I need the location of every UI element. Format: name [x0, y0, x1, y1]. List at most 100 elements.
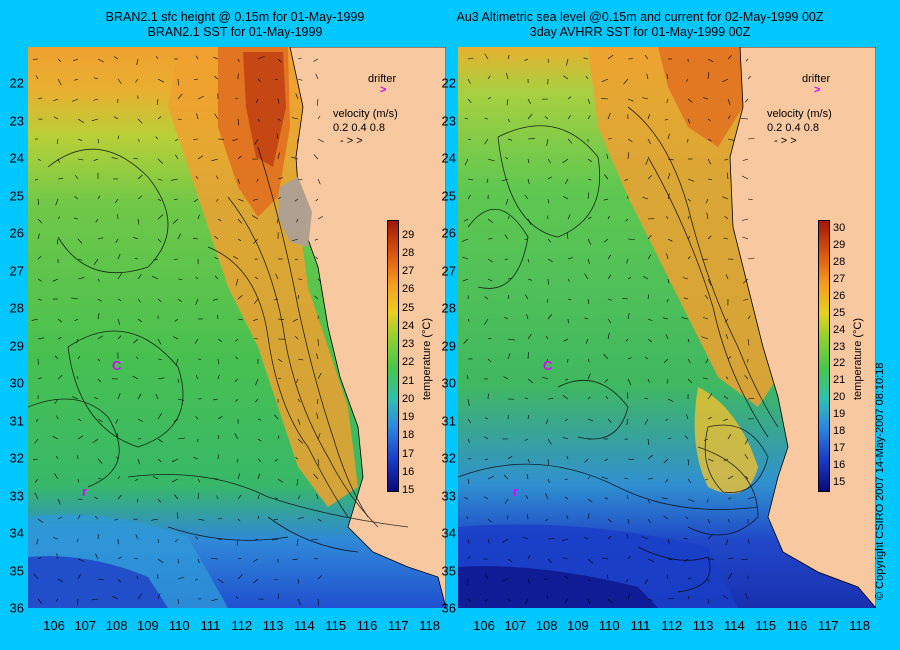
velocity-vector	[526, 314, 529, 320]
velocity-vector	[136, 575, 139, 580]
velocity-vector	[197, 493, 200, 500]
velocity-vector	[177, 512, 179, 520]
velocity-vector	[703, 317, 709, 320]
velocity-vector	[666, 253, 669, 260]
velocity-vector	[606, 574, 609, 580]
velocity-vector	[195, 416, 199, 420]
velocity-vector	[724, 318, 729, 323]
velocity-vector	[57, 374, 63, 380]
longitude-label: 109	[137, 618, 159, 633]
colorbar-tick: 24	[833, 323, 846, 336]
colorbar-tick: 19	[833, 408, 846, 421]
velocity-vector	[507, 598, 511, 602]
velocity-vector	[313, 473, 319, 480]
velocity-vector	[647, 318, 653, 321]
colorbar-tick: 22	[833, 357, 846, 370]
velocity-vector	[177, 576, 185, 580]
colorbar-tick: 27	[833, 273, 846, 286]
velocity-vector	[254, 276, 259, 280]
velocity-vector	[277, 478, 283, 483]
colorbar-tick: 29	[402, 228, 415, 241]
velocity-vector	[34, 178, 39, 181]
velocity-vector	[564, 496, 569, 500]
velocity-vector	[687, 198, 692, 202]
velocity-vector	[37, 377, 43, 380]
velocity-vector	[297, 516, 304, 520]
velocity-vector	[171, 178, 179, 181]
velocity-vector	[137, 298, 141, 303]
velocity-vector	[236, 538, 239, 546]
velocity-vector	[195, 175, 199, 180]
velocity-vector	[157, 238, 162, 243]
velocity-vector	[97, 458, 103, 464]
latitude-label: 24	[9, 150, 24, 166]
velocity-vector	[587, 512, 590, 520]
velocity-vector	[34, 478, 39, 483]
velocity-vector	[463, 338, 469, 344]
velocity-vector	[641, 536, 649, 540]
velocity-vector	[502, 538, 509, 543]
velocity-vector	[527, 218, 532, 225]
velocity-vector	[687, 458, 689, 466]
velocity-vector	[502, 578, 509, 582]
velocity-vector	[92, 438, 99, 444]
velocity-vector	[197, 518, 205, 521]
velocity-vector	[94, 515, 99, 520]
velocity-vector	[667, 158, 674, 161]
velocity-vector	[297, 295, 300, 300]
velocity-vector	[487, 96, 492, 100]
velocity-vector	[137, 593, 143, 600]
velocity-vector	[53, 116, 59, 120]
velocity-vector	[237, 295, 243, 300]
velocity-vector	[707, 118, 711, 122]
velocity-vector	[56, 238, 59, 245]
velocity-vector	[627, 313, 630, 320]
velocity-vector	[606, 153, 609, 160]
velocity-vector	[727, 98, 731, 106]
velocity-vector	[467, 57, 474, 60]
velocity-vector	[627, 495, 629, 500]
velocity-vector	[132, 375, 139, 380]
velocity-vector	[525, 598, 529, 605]
velocity-vector	[487, 358, 492, 363]
velocity-vector	[627, 593, 631, 600]
velocity-vector	[707, 138, 712, 142]
velocity-vector	[702, 258, 709, 260]
velocity-vector	[707, 458, 714, 462]
velocity-vector	[213, 298, 219, 301]
velocity-vector	[217, 538, 222, 540]
colorbar-tick: 21	[402, 374, 415, 387]
velocity-vector	[74, 78, 79, 81]
velocity-vector	[567, 278, 570, 282]
velocity-vector	[607, 254, 611, 260]
velocity-vector	[195, 298, 199, 305]
velocity-vector	[117, 318, 121, 325]
velocity-vector	[296, 478, 299, 486]
velocity-vector	[626, 578, 629, 582]
longitude-label: 110	[598, 618, 620, 633]
velocity-vector	[541, 376, 549, 380]
velocity-vector	[545, 518, 549, 522]
velocity-vector	[237, 518, 241, 522]
velocity-vector	[601, 98, 609, 100]
velocity-vector	[53, 537, 59, 540]
velocity-vector	[647, 294, 649, 300]
velocity-vector	[217, 218, 222, 222]
velocity-vector	[507, 118, 511, 123]
velocity-vector	[647, 598, 653, 601]
velocity-vector	[177, 598, 179, 605]
velocity-vector	[707, 598, 709, 604]
velocity-vector	[216, 175, 219, 180]
velocity-vector	[587, 373, 591, 380]
velocity-vector	[467, 318, 470, 322]
velocity-vector	[467, 418, 472, 424]
velocity-vector	[257, 458, 261, 462]
velocity-vector	[625, 338, 629, 342]
velocity-vector	[37, 278, 42, 282]
velocity-vector	[275, 273, 279, 280]
velocity-vector	[57, 337, 62, 340]
velocity-vector	[527, 378, 534, 384]
velocity-vector	[157, 413, 162, 420]
velocity-vector	[564, 378, 569, 381]
latitude-label: 33	[441, 488, 456, 503]
